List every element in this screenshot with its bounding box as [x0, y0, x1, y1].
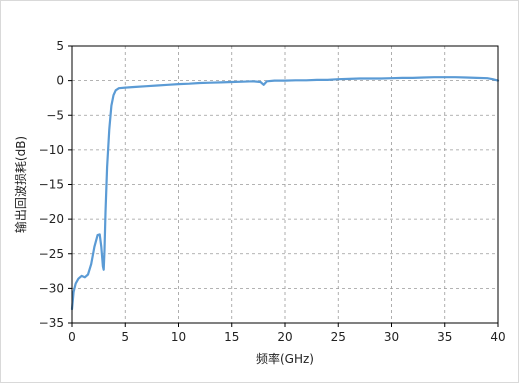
y-tick-label: −25	[39, 247, 64, 261]
x-tick-label: 5	[121, 330, 129, 344]
y-axis-label: 输出回波损耗(dB)	[13, 136, 28, 233]
x-tick-label: 40	[490, 330, 505, 344]
y-tick-label: −5	[46, 108, 64, 122]
x-tick-label: 15	[224, 330, 239, 344]
y-tick-label: −20	[39, 212, 64, 226]
x-tick-label: 25	[331, 330, 346, 344]
x-tick-label: 20	[277, 330, 292, 344]
y-tick-label: −15	[39, 178, 64, 192]
y-tick-label: 0	[56, 74, 64, 88]
x-tick-label: 30	[384, 330, 399, 344]
y-tick-label: −30	[39, 281, 64, 295]
y-axis-ticks: 5 0 −5 −10 −15 −20 −25 −30 −35	[39, 39, 72, 330]
grid	[72, 46, 498, 323]
x-tick-label: 35	[437, 330, 452, 344]
x-axis-label: 频率(GHz)	[256, 351, 314, 366]
y-tick-label: 5	[56, 39, 64, 53]
x-tick-label: 0	[68, 330, 76, 344]
y-tick-label: −35	[39, 316, 64, 330]
x-axis-ticks: 0 5 10 15 20 25 30 35 40	[68, 323, 506, 344]
series-layer	[70, 76, 500, 311]
x-tick-label: 10	[171, 330, 186, 344]
series-line	[70, 76, 500, 311]
y-tick-label: −10	[39, 143, 64, 157]
